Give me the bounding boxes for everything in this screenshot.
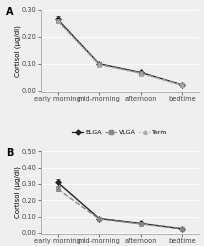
Text: A: A bbox=[6, 7, 14, 16]
Legend: ELGA, VLGA, Term: ELGA, VLGA, Term bbox=[72, 130, 167, 135]
Text: B: B bbox=[6, 148, 14, 158]
Y-axis label: Cortisol (µg/dl): Cortisol (µg/dl) bbox=[14, 167, 20, 218]
Y-axis label: Cortisol (µg/dl): Cortisol (µg/dl) bbox=[14, 25, 20, 77]
